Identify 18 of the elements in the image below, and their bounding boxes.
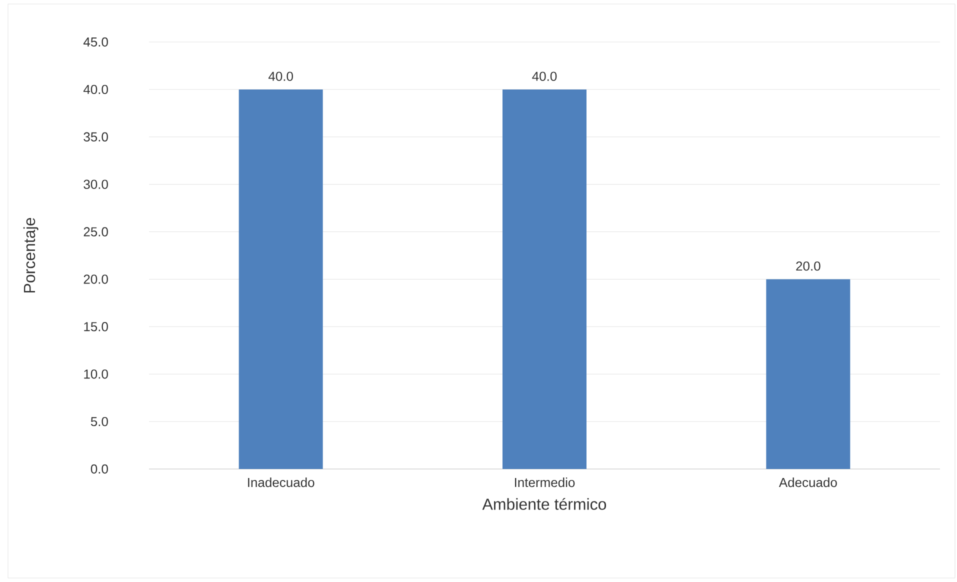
y-tick-label: 45.0	[83, 37, 108, 47]
x-tick-label: Intermedio	[515, 478, 575, 488]
y-tick-label: 30.0	[84, 180, 108, 189]
data-label: 20.0	[796, 261, 820, 271]
data-label: 40.0	[268, 72, 293, 81]
y-tick-label: 25.0	[84, 227, 108, 236]
y-tick-label: 40.0	[83, 84, 108, 94]
y-tick-label: 15.0	[84, 322, 108, 332]
y-axis-title: Porcentaje	[23, 218, 38, 292]
y-tick-label: 10.0	[84, 370, 108, 379]
y-tick-label: 0.0	[90, 464, 108, 474]
x-tick-label: Inadecuado	[248, 478, 314, 488]
data-label: 40.0	[532, 72, 557, 81]
y-tick-label: 5.0	[90, 416, 108, 426]
y-tick-label: 20.0	[84, 274, 108, 284]
x-axis-title: Ambiente térmico	[482, 498, 606, 510]
x-tick-label: Adecuado	[778, 478, 837, 488]
y-tick-label: 35.0	[84, 132, 108, 142]
